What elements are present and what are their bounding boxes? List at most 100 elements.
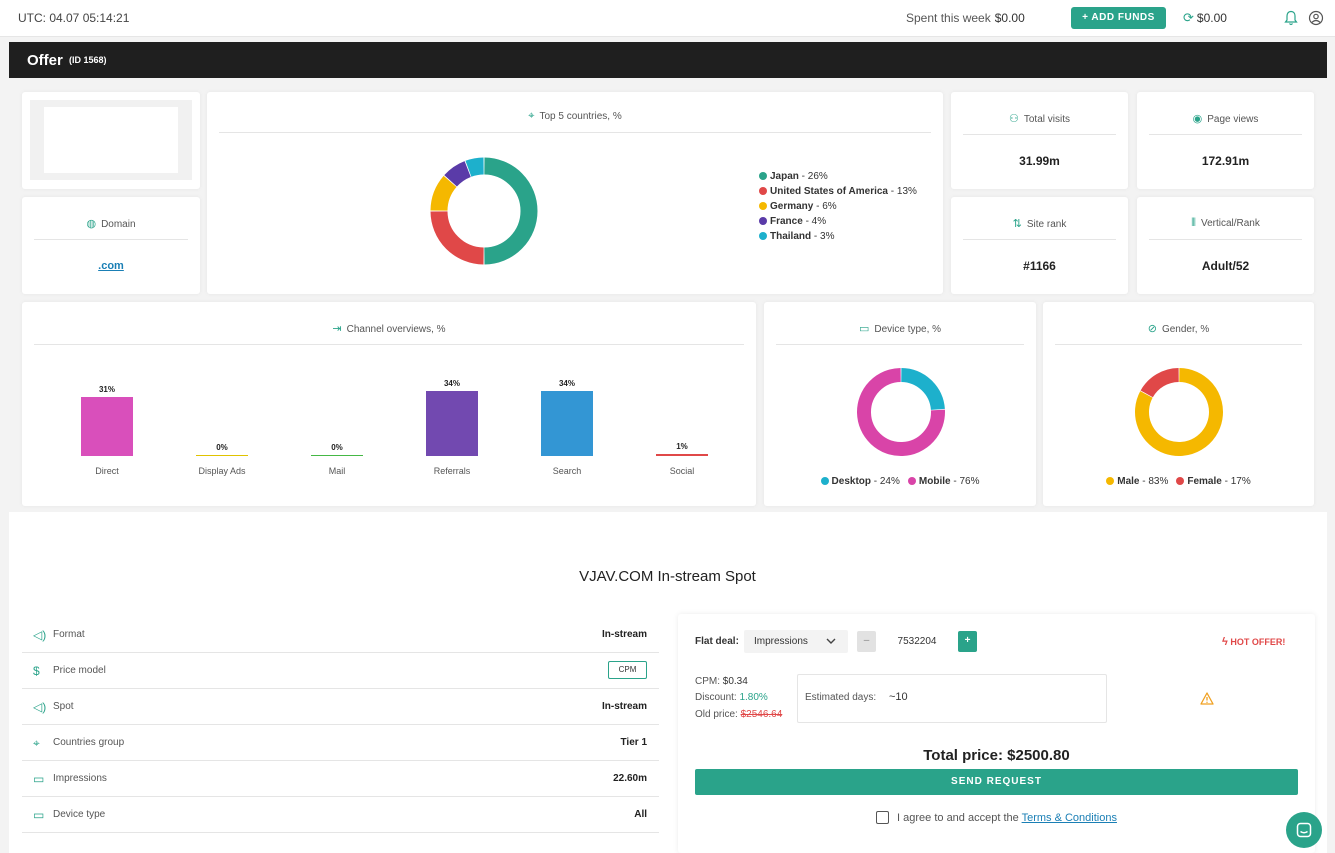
legend-dot — [759, 172, 767, 180]
login-icon: ⇥ — [332, 323, 342, 335]
deal-type-value: Impressions — [754, 636, 808, 647]
channel-title-text: Channel overviews, % — [346, 324, 446, 335]
bell-icon[interactable] — [1284, 10, 1298, 26]
page-views-value: 172.91m — [1201, 154, 1250, 168]
agree-row: I agree to and accept the Terms & Condit… — [678, 811, 1315, 824]
legend-dot — [1106, 477, 1115, 485]
legend-name: Male — [1117, 476, 1140, 487]
bar-display-ads — [196, 454, 248, 456]
qty-increment-button[interactable]: + — [958, 631, 977, 652]
spec-label: Countries group — [53, 737, 125, 748]
countries-title-text: Top 5 countries, % — [539, 111, 622, 122]
page-views-title-text: Page views — [1207, 114, 1259, 125]
total-price-value: $2500.80 — [1007, 747, 1070, 764]
gender-title-text: Gender, % — [1161, 324, 1210, 335]
donut-slice-desktop — [900, 368, 945, 411]
donut-slice-mobile — [857, 368, 945, 456]
bar-value-mail: 0% — [331, 442, 343, 452]
device-donut — [857, 368, 945, 456]
total-visits-card: ⚇ Total visits 31.99m — [951, 92, 1128, 189]
add-funds-button[interactable]: + ADD FUNDS — [1071, 7, 1166, 29]
speaker-icon: ◁) — [33, 700, 47, 714]
qty-input[interactable]: 7532204 — [897, 636, 937, 647]
refresh-icon[interactable]: ⟳ — [1183, 10, 1194, 25]
total-price-label: Total price: — [923, 747, 1003, 764]
spec-value: All — [634, 809, 647, 820]
total-price: Total price: $2500.80 — [678, 747, 1315, 764]
site-logo-card — [22, 92, 200, 189]
site-rank-value: #1166 — [1023, 259, 1056, 273]
spec-row-impressions: ▭ Impressions 22.60m — [22, 761, 659, 797]
bar-label-display-ads: Display Ads — [198, 466, 246, 476]
bar-direct — [81, 396, 133, 456]
spec-row-countries-group: ⌖ Countries group Tier 1 — [22, 725, 659, 761]
spec-row-price-model: $ Price model CPM — [22, 653, 659, 689]
legend-pct: - 13% — [888, 186, 917, 197]
total-visits-title-text: Total visits — [1023, 114, 1070, 125]
spent-label: Spent this week — [906, 11, 991, 25]
domain-link[interactable]: .com — [98, 260, 124, 272]
user-settings-icon[interactable] — [1308, 10, 1324, 26]
legend-pct: - 3% — [811, 231, 835, 242]
agree-checkbox[interactable] — [876, 811, 890, 824]
legend-pct: - 17% — [1221, 476, 1251, 487]
legend-item-desktop: Desktop - 24% — [820, 476, 900, 487]
divider — [1149, 134, 1302, 135]
spec-label: Device type — [53, 809, 106, 820]
gender-title: ⊘ Gender, % — [1043, 322, 1314, 335]
bar-social — [656, 454, 708, 456]
site-rank-title: ⇅ Site rank — [951, 217, 1128, 230]
countries-donut — [430, 157, 538, 265]
gender-legend: Male - 83% Female - 17% — [1043, 474, 1314, 489]
legend-name: Desktop — [831, 476, 871, 487]
legend-name: Mobile — [918, 476, 951, 487]
top-countries-card: ⌖ Top 5 countries, % Japan - 26% United St… — [207, 92, 943, 294]
eye-icon: ◉ — [1192, 113, 1203, 125]
legend-pct: - 26% — [798, 171, 828, 182]
warning-icon[interactable] — [1200, 692, 1214, 705]
devices-icon: ▭ — [858, 323, 870, 335]
total-visits-value: 31.99m — [1019, 154, 1060, 168]
soundwave-icon: ⦀ — [1191, 217, 1196, 229]
site-rank-title-text: Site rank — [1026, 219, 1067, 230]
old-price-value: $2546.64 — [740, 709, 783, 720]
spec-label: Price model — [53, 665, 106, 676]
spec-row-format: ◁) Format In-stream — [22, 617, 659, 653]
bar-label-social: Social — [669, 466, 695, 476]
flat-deal-label: Flat deal: — [695, 636, 739, 647]
gender-icon: ⊘ — [1147, 323, 1157, 335]
offer-id: (ID 1568) — [69, 55, 107, 65]
deal-type-select[interactable]: Impressions — [744, 630, 848, 653]
chevron-down-icon — [826, 638, 836, 644]
vertical-rank-title-text: Vertical/Rank — [1200, 218, 1260, 229]
balance-value: $0.00 — [1196, 11, 1227, 25]
spent-value: $0.00 — [994, 11, 1025, 25]
chat-icon[interactable] — [1296, 822, 1312, 838]
divider — [219, 132, 931, 133]
device-legend: Desktop - 24% Mobile - 76% — [764, 474, 1036, 489]
site-logo-inner — [44, 107, 178, 173]
legend-name: Germany — [770, 201, 814, 212]
legend-dot — [759, 202, 767, 210]
terms-link[interactable]: Terms & Conditions — [1021, 812, 1117, 824]
legend-pct: - 4% — [802, 216, 827, 227]
vertical-rank-card: ⦀ Vertical/Rank Adult/52 — [1137, 197, 1314, 294]
spec-value: 22.60m — [613, 773, 647, 784]
balance-refresh[interactable]: ⟳ $0.00 — [1183, 10, 1227, 26]
page-views-title: ◉ Page views — [1137, 112, 1314, 125]
discount-line: Discount: 1.80% — [695, 692, 768, 703]
speaker-icon: ◁) — [33, 628, 47, 642]
legend-item-mobile: Mobile - 76% — [907, 476, 979, 487]
qty-decrement-button[interactable]: – — [857, 631, 876, 652]
chat-launcher[interactable] — [1286, 812, 1322, 848]
estimated-days-value: ~10 — [889, 691, 908, 703]
bar-value-direct: 31% — [98, 384, 115, 394]
page-views-card: ◉ Page views 172.91m — [1137, 92, 1314, 189]
legend-name: France — [770, 216, 803, 227]
monitor-icon: ▭ — [33, 772, 45, 786]
pin-icon: ⌖ — [33, 736, 40, 750]
site-rank-card: ⇅ Site rank #1166 — [951, 197, 1128, 294]
send-request-button[interactable]: SEND REQUEST — [695, 769, 1298, 795]
domain-card: ◍ Domain .com — [22, 197, 200, 294]
device-title-text: Device type, % — [874, 324, 942, 335]
